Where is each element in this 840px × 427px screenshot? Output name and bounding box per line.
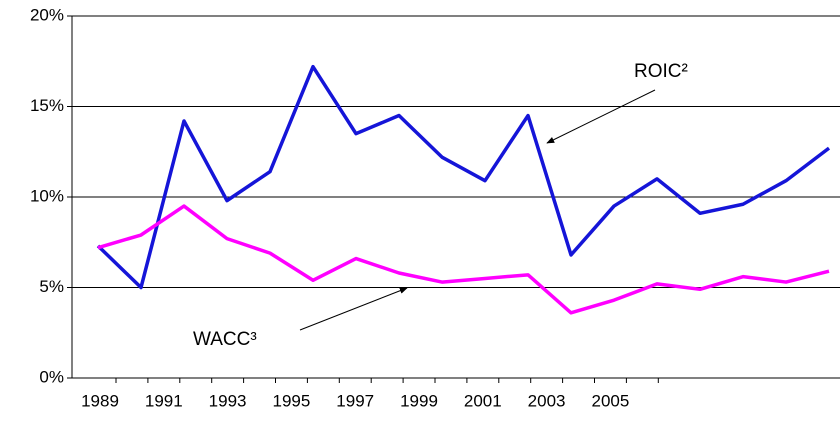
y-tick-label: 15%	[30, 96, 64, 115]
x-tick-label: 1999	[400, 391, 438, 410]
series-line	[97, 204, 830, 315]
x-tick-label: 1993	[209, 391, 247, 410]
x-tick-label: 2001	[464, 391, 502, 410]
x-tick-label: 1991	[145, 391, 183, 410]
y-tick-label: 5%	[39, 277, 64, 296]
annotation-arrow	[299, 287, 408, 331]
x-tick-label: 1989	[81, 391, 119, 410]
y-tick-label: 10%	[30, 186, 64, 205]
x-tick-label: 1997	[336, 391, 374, 410]
series-label: WACC³	[193, 329, 257, 350]
x-tick-label: 2003	[528, 391, 566, 410]
series-line	[96, 64, 831, 290]
annotation-arrow	[546, 89, 656, 144]
y-tick-label: 0%	[39, 367, 64, 386]
x-tick-label: 2005	[591, 391, 629, 410]
x-tick-label: 1995	[272, 391, 310, 410]
y-tick-label: 20%	[30, 5, 64, 24]
series-label: ROIC²	[634, 61, 688, 82]
